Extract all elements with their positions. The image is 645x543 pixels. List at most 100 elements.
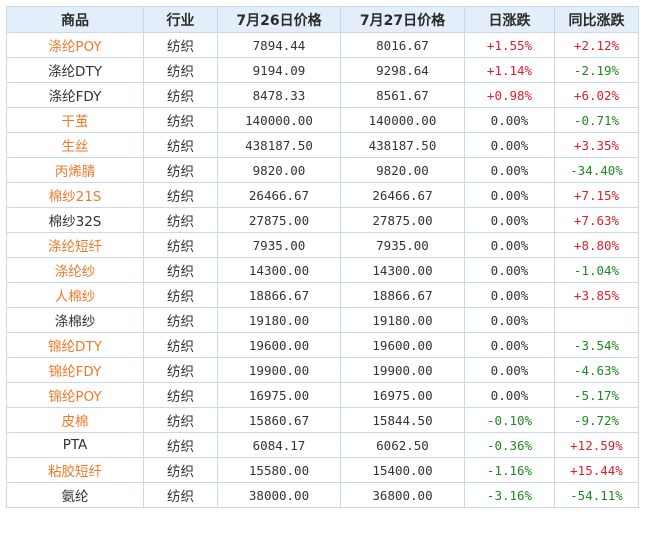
header-daily-change[interactable]: 日涨跌 (464, 6, 555, 33)
commodity-name[interactable]: 皮棉 (6, 407, 144, 433)
industry-cell: 纺织 (143, 357, 218, 383)
price-jul27-cell: 27875.00 (340, 207, 465, 233)
price-jul26-cell: 19180.00 (217, 307, 341, 333)
industry-cell: 纺织 (143, 332, 218, 358)
daily-change-cell: 0.00% (464, 132, 555, 158)
header-industry[interactable]: 行业 (143, 6, 218, 33)
header-price-jul26[interactable]: 7月26日价格 (217, 6, 341, 33)
yoy-change-cell: +8.80% (554, 232, 639, 258)
daily-change-cell: 0.00% (464, 107, 555, 133)
yoy-change-cell: -2.19% (554, 57, 639, 83)
industry-cell: 纺织 (143, 282, 218, 308)
yoy-change-cell: -0.71% (554, 107, 639, 133)
commodity-name[interactable]: 粘胶短纤 (6, 457, 144, 483)
commodity-name[interactable]: 人棉纱 (6, 282, 144, 308)
table-row: 涤纶纱 纺织 14300.00 14300.00 0.00% -1.04% (6, 257, 639, 283)
table-row: 涤纶POY 纺织 7894.44 8016.67 +1.55% +2.12% (6, 32, 639, 58)
table-row: 锦纶POY 纺织 16975.00 16975.00 0.00% -5.17% (6, 382, 639, 408)
commodity-name[interactable]: 生丝 (6, 132, 144, 158)
yoy-change-cell: +12.59% (554, 432, 639, 458)
yoy-change-cell: +7.15% (554, 182, 639, 208)
table-body: 涤纶POY 纺织 7894.44 8016.67 +1.55% +2.12% 涤纶DTY 纺织… (6, 32, 639, 508)
yoy-change-cell: +2.12% (554, 32, 639, 58)
table-row: 锦纶DTY 纺织 19600.00 19600.00 0.00% -3.54% (6, 332, 639, 358)
commodity-name[interactable]: 干茧 (6, 107, 144, 133)
yoy-change-cell: -3.54% (554, 332, 639, 358)
industry-cell: 纺织 (143, 157, 218, 183)
price-jul26-cell: 140000.00 (217, 107, 341, 133)
price-jul27-cell: 9820.00 (340, 157, 465, 183)
daily-change-cell: +0.98% (464, 82, 555, 108)
table-row: 棉纱32S 纺织 27875.00 27875.00 0.00% +7.63% (6, 207, 639, 233)
commodity-name[interactable]: 涤纶纱 (6, 257, 144, 283)
commodity-name[interactable]: 锦纶DTY (6, 332, 144, 358)
yoy-change-cell: -34.40% (554, 157, 639, 183)
daily-change-cell: +1.55% (464, 32, 555, 58)
industry-cell: 纺织 (143, 432, 218, 458)
price-jul26-cell: 27875.00 (217, 207, 341, 233)
table-row: 涤纶DTY 纺织 9194.09 9298.64 +1.14% -2.19% (6, 57, 639, 83)
price-jul27-cell: 19600.00 (340, 332, 465, 358)
price-jul26-cell: 16975.00 (217, 382, 341, 408)
price-jul26-cell: 6084.17 (217, 432, 341, 458)
table-row: 粘胶短纤 纺织 15580.00 15400.00 -1.16% +15.44% (6, 457, 639, 483)
price-jul26-cell: 7935.00 (217, 232, 341, 258)
price-jul27-cell: 14300.00 (340, 257, 465, 283)
industry-cell: 纺织 (143, 232, 218, 258)
commodity-name[interactable]: 涤纶POY (6, 32, 144, 58)
commodity-name: 涤纶DTY (6, 57, 144, 83)
price-jul27-cell: 8016.67 (340, 32, 465, 58)
industry-cell: 纺织 (143, 457, 218, 483)
price-jul27-cell: 36800.00 (340, 482, 465, 508)
commodity-name[interactable]: 棉纱21S (6, 182, 144, 208)
price-jul27-cell: 6062.50 (340, 432, 465, 458)
yoy-change-cell: -5.17% (554, 382, 639, 408)
price-jul26-cell: 19600.00 (217, 332, 341, 358)
yoy-change-cell: -54.11% (554, 482, 639, 508)
daily-change-cell: 0.00% (464, 207, 555, 233)
yoy-change-cell: +3.35% (554, 132, 639, 158)
table-row: 氨纶 纺织 38000.00 36800.00 -3.16% -54.11% (6, 482, 639, 508)
commodity-name: 涤纶FDY (6, 82, 144, 108)
yoy-change-cell: -1.04% (554, 257, 639, 283)
industry-cell: 纺织 (143, 382, 218, 408)
table-row: 人棉纱 纺织 18866.67 18866.67 0.00% +3.85% (6, 282, 639, 308)
table-row: 锦纶FDY 纺织 19900.00 19900.00 0.00% -4.63% (6, 357, 639, 383)
price-jul27-cell: 140000.00 (340, 107, 465, 133)
price-jul27-cell: 9298.64 (340, 57, 465, 83)
price-jul27-cell: 15400.00 (340, 457, 465, 483)
table-row: 涤棉纱 纺织 19180.00 19180.00 0.00% (6, 307, 639, 333)
header-commodity[interactable]: 商品 (6, 6, 144, 33)
daily-change-cell: +1.14% (464, 57, 555, 83)
daily-change-cell: 0.00% (464, 182, 555, 208)
commodity-name: 氨纶 (6, 482, 144, 508)
daily-change-cell: 0.00% (464, 332, 555, 358)
price-jul27-cell: 19900.00 (340, 357, 465, 383)
header-yoy-change[interactable]: 同比涨跌 (554, 6, 639, 33)
commodity-name[interactable]: 锦纶POY (6, 382, 144, 408)
daily-change-cell: 0.00% (464, 382, 555, 408)
daily-change-cell: 0.00% (464, 307, 555, 333)
daily-change-cell: 0.00% (464, 157, 555, 183)
daily-change-cell: 0.00% (464, 257, 555, 283)
price-jul26-cell: 9194.09 (217, 57, 341, 83)
industry-cell: 纺织 (143, 182, 218, 208)
table-row: 皮棉 纺织 15860.67 15844.50 -0.10% -9.72% (6, 407, 639, 433)
price-jul27-cell: 15844.50 (340, 407, 465, 433)
daily-change-cell: 0.00% (464, 357, 555, 383)
industry-cell: 纺织 (143, 82, 218, 108)
commodity-name[interactable]: 锦纶FDY (6, 357, 144, 383)
commodity-price-table: 商品 行业 7月26日价格 7月27日价格 日涨跌 同比涨跌 涤纶POY 纺织 78… (6, 6, 639, 508)
commodity-name[interactable]: 涤纶短纤 (6, 232, 144, 258)
price-jul27-cell: 8561.67 (340, 82, 465, 108)
table-row: 涤纶FDY 纺织 8478.33 8561.67 +0.98% +6.02% (6, 82, 639, 108)
header-price-jul27[interactable]: 7月27日价格 (340, 6, 465, 33)
table-row: 生丝 纺织 438187.50 438187.50 0.00% +3.35% (6, 132, 639, 158)
industry-cell: 纺织 (143, 107, 218, 133)
price-jul26-cell: 15580.00 (217, 457, 341, 483)
table-header-row: 商品 行业 7月26日价格 7月27日价格 日涨跌 同比涨跌 (6, 6, 639, 33)
yoy-change-cell: +15.44% (554, 457, 639, 483)
commodity-name[interactable]: 丙烯腈 (6, 157, 144, 183)
price-jul26-cell: 14300.00 (217, 257, 341, 283)
industry-cell: 纺织 (143, 257, 218, 283)
